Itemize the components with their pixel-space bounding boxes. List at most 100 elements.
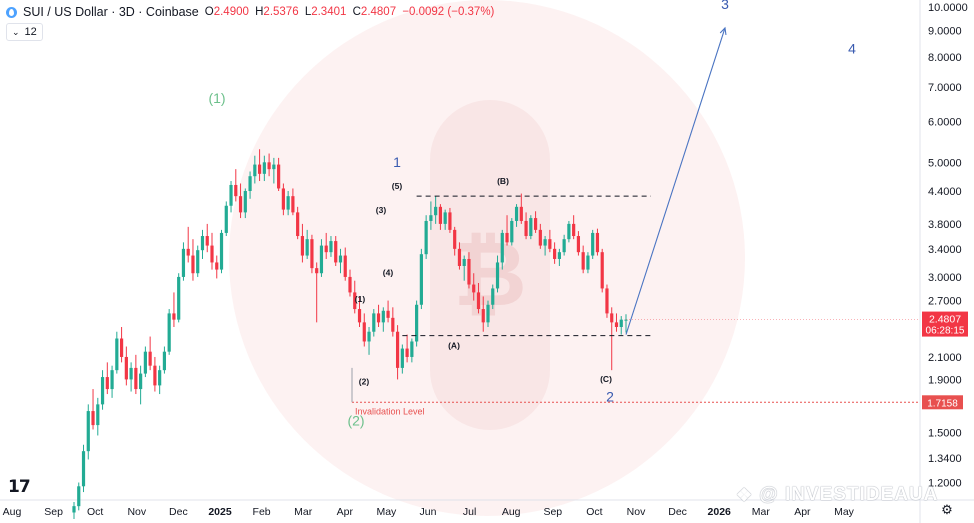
candle-body: [234, 184, 238, 197]
candle: [529, 215, 533, 240]
candle: [424, 215, 428, 259]
candle-body: [243, 191, 247, 213]
candle-body: [177, 276, 181, 320]
wave-label-sub: (A): [448, 340, 460, 350]
candle: [376, 304, 381, 327]
candle-body: [424, 220, 428, 255]
candle: [600, 248, 604, 293]
candle: [319, 239, 324, 277]
candle: [77, 482, 81, 511]
candle-body: [81, 451, 86, 487]
candle-body: [129, 367, 133, 380]
candle-body: [167, 313, 171, 352]
wave-label-sub: (5): [392, 181, 403, 191]
price-tick-label: 2.7000: [928, 296, 962, 308]
candle-body: [600, 252, 604, 289]
candle: [158, 365, 162, 395]
candle: [457, 242, 462, 270]
candle: [410, 338, 414, 363]
candle-body: [286, 196, 290, 210]
candle-body: [434, 206, 438, 216]
sui-coin-icon: [6, 6, 17, 18]
candle-body: [457, 248, 462, 266]
ohlc-close-key: C: [352, 6, 361, 18]
candle: [619, 316, 623, 335]
indicators-toggle[interactable]: ⌄ 12: [6, 23, 43, 41]
candle-body: [281, 188, 285, 210]
time-tick-label: 2026: [708, 506, 732, 518]
candle: [257, 149, 262, 182]
invalidation-price-text: 1.7158: [927, 398, 958, 409]
price-change: −0.0092 (−0.37%): [402, 6, 495, 18]
candle-body: [181, 248, 186, 277]
invalidation-label: Invalidation Level: [355, 406, 425, 416]
candle: [253, 155, 257, 184]
candle: [105, 362, 109, 395]
candle: [557, 248, 561, 266]
candle: [614, 313, 619, 332]
wave-label-sub: (3): [376, 205, 387, 215]
candle-body: [86, 411, 90, 452]
candle-body: [319, 245, 324, 274]
candle: [300, 223, 305, 263]
candle-body: [429, 215, 433, 221]
candle: [519, 193, 523, 224]
candle: [234, 169, 238, 202]
candle: [315, 262, 319, 323]
candle-body: [562, 239, 566, 253]
candles: [72, 149, 628, 519]
settings-gear-icon[interactable]: ⚙: [941, 502, 953, 517]
last-price-text: 2.4807: [929, 314, 961, 326]
candle: [476, 282, 481, 314]
candle: [624, 314, 628, 333]
price-tick-label: 1.2000: [928, 478, 962, 490]
candle: [248, 171, 252, 199]
candle-body: [105, 377, 109, 390]
candle-body: [253, 164, 257, 177]
ohlc-open-key: O: [204, 6, 214, 18]
projection-arrow-head: [719, 26, 727, 35]
candle: [372, 309, 376, 337]
price-tick-label: 6.0000: [928, 116, 962, 128]
candle: [119, 326, 124, 363]
tradingview-logo[interactable]: 17: [8, 477, 31, 497]
candle: [591, 229, 595, 259]
candle-body: [186, 248, 190, 256]
candle: [438, 204, 443, 230]
candle: [581, 245, 585, 274]
candle-body: [267, 162, 271, 170]
time-tick-label: 2025: [208, 506, 232, 518]
candle-body: [467, 258, 471, 285]
candle-body: [576, 236, 581, 253]
symbol-title[interactable]: SUI / US Dollar · 3D · Coinbase: [23, 5, 199, 19]
candle-body: [448, 212, 452, 230]
candle-body: [514, 206, 519, 221]
candle-body: [405, 348, 409, 357]
time-tick-label: Mar: [752, 506, 771, 518]
candle: [524, 212, 528, 240]
candle-body: [191, 255, 195, 274]
candle: [143, 346, 147, 378]
candle-body: [419, 254, 423, 305]
candle: [576, 231, 581, 256]
candle: [543, 236, 547, 256]
candle-body: [219, 232, 224, 270]
time-tick-label: Feb: [253, 506, 271, 518]
ohlc-low-value: 2.3401: [311, 6, 347, 18]
candle-body: [110, 370, 114, 390]
candle-body: [143, 351, 147, 374]
candle: [462, 255, 466, 281]
candle: [491, 284, 495, 310]
candle: [215, 255, 219, 279]
candle-body: [438, 206, 443, 224]
candle: [381, 307, 385, 332]
price-tick-label: 4.4000: [928, 186, 962, 198]
candle: [191, 239, 195, 281]
candle: [386, 300, 390, 323]
candle-body: [210, 245, 214, 263]
candle: [167, 309, 171, 355]
candle: [357, 296, 362, 327]
ohlc-low-key: L: [304, 6, 312, 18]
wave-labels: (1) (2) 1 2 3 4 (1) (2) (3) (4) (5) (A) (B) (C): [208, 0, 856, 428]
